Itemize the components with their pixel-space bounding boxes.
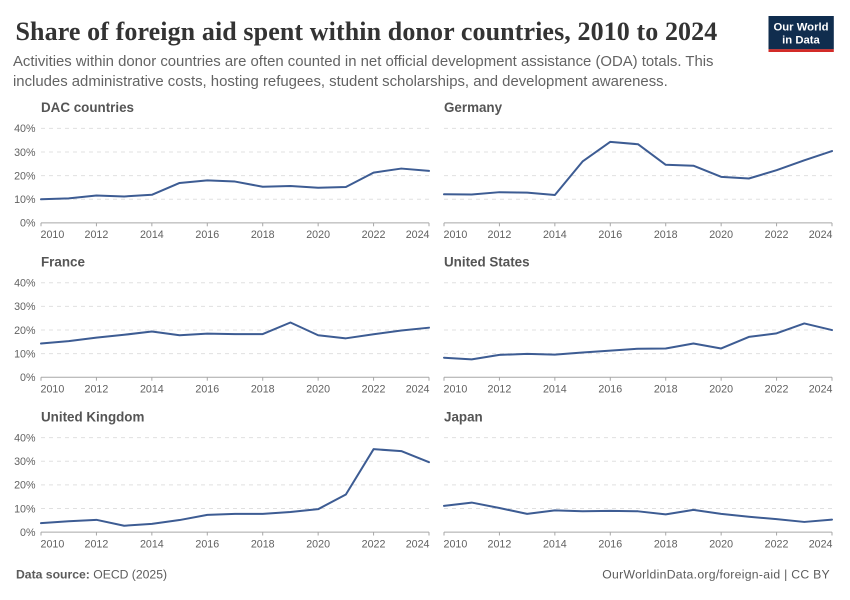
svg-text:30%: 30% — [14, 456, 36, 468]
svg-text:includes administrative costs,: includes administrative costs, hosting r… — [13, 74, 668, 90]
svg-text:2020: 2020 — [306, 229, 330, 241]
svg-text:Japan: Japan — [444, 409, 483, 424]
svg-text:OurWorldinData.org/foreign-aid: OurWorldinData.org/foreign-aid | CC BY — [602, 568, 830, 582]
svg-text:Share of foreign aid spent wit: Share of foreign aid spent within donor … — [16, 17, 718, 46]
svg-text:2020: 2020 — [306, 384, 330, 396]
svg-text:0%: 0% — [20, 218, 36, 230]
svg-text:2020: 2020 — [306, 538, 330, 550]
svg-text:30%: 30% — [14, 147, 36, 159]
svg-text:2014: 2014 — [543, 229, 567, 241]
svg-text:10%: 10% — [14, 348, 36, 360]
svg-text:2016: 2016 — [598, 538, 622, 550]
svg-text:in Data: in Data — [782, 34, 820, 46]
svg-text:2014: 2014 — [543, 384, 567, 396]
svg-text:2022: 2022 — [765, 384, 789, 396]
svg-text:2022: 2022 — [362, 229, 386, 241]
svg-text:2024: 2024 — [809, 538, 833, 550]
svg-text:0%: 0% — [20, 527, 36, 539]
svg-text:France: France — [41, 255, 85, 270]
svg-text:2014: 2014 — [140, 538, 164, 550]
svg-text:DAC countries: DAC countries — [41, 100, 134, 115]
svg-text:2012: 2012 — [85, 384, 109, 396]
svg-text:2012: 2012 — [488, 384, 512, 396]
svg-text:2022: 2022 — [362, 538, 386, 550]
svg-text:2010: 2010 — [41, 384, 65, 396]
svg-text:2022: 2022 — [765, 229, 789, 241]
svg-text:2022: 2022 — [765, 538, 789, 550]
svg-text:2024: 2024 — [809, 384, 833, 396]
svg-text:2020: 2020 — [709, 384, 733, 396]
svg-text:2018: 2018 — [251, 384, 275, 396]
svg-text:2018: 2018 — [654, 384, 678, 396]
svg-text:2016: 2016 — [195, 538, 219, 550]
svg-text:2024: 2024 — [406, 229, 430, 241]
svg-text:2020: 2020 — [709, 229, 733, 241]
svg-text:40%: 40% — [14, 123, 36, 135]
svg-text:2010: 2010 — [444, 229, 468, 241]
svg-text:2016: 2016 — [598, 229, 622, 241]
svg-text:2010: 2010 — [41, 538, 65, 550]
svg-text:2012: 2012 — [85, 538, 109, 550]
svg-text:2018: 2018 — [654, 538, 678, 550]
svg-text:2016: 2016 — [598, 384, 622, 396]
svg-text:10%: 10% — [14, 503, 36, 515]
svg-text:United States: United States — [444, 255, 530, 270]
svg-text:2012: 2012 — [488, 538, 512, 550]
svg-text:2018: 2018 — [251, 538, 275, 550]
svg-text:20%: 20% — [14, 480, 36, 492]
svg-text:2012: 2012 — [488, 229, 512, 241]
svg-text:2016: 2016 — [195, 229, 219, 241]
svg-text:Our World: Our World — [773, 21, 828, 33]
svg-text:2014: 2014 — [140, 384, 164, 396]
svg-text:United Kingdom: United Kingdom — [41, 409, 144, 424]
svg-text:2014: 2014 — [543, 538, 567, 550]
svg-text:2024: 2024 — [809, 229, 833, 241]
svg-text:0%: 0% — [20, 372, 36, 384]
svg-text:Data source: OECD (2025): Data source: OECD (2025) — [16, 568, 167, 582]
svg-text:40%: 40% — [14, 432, 36, 444]
svg-text:2024: 2024 — [406, 538, 430, 550]
svg-text:Activities within donor countr: Activities within donor countries are of… — [13, 54, 714, 70]
svg-text:2010: 2010 — [444, 538, 468, 550]
svg-text:2020: 2020 — [709, 538, 733, 550]
svg-text:40%: 40% — [14, 278, 36, 290]
svg-text:30%: 30% — [14, 301, 36, 313]
svg-text:2022: 2022 — [362, 384, 386, 396]
svg-text:20%: 20% — [14, 325, 36, 337]
svg-text:2014: 2014 — [140, 229, 164, 241]
svg-text:2010: 2010 — [41, 229, 65, 241]
svg-text:2018: 2018 — [654, 229, 678, 241]
svg-text:20%: 20% — [14, 170, 36, 182]
svg-text:2012: 2012 — [85, 229, 109, 241]
svg-text:10%: 10% — [14, 194, 36, 206]
svg-text:Germany: Germany — [444, 100, 503, 115]
svg-text:2018: 2018 — [251, 229, 275, 241]
svg-text:2016: 2016 — [195, 384, 219, 396]
svg-text:2010: 2010 — [444, 384, 468, 396]
svg-text:2024: 2024 — [406, 384, 430, 396]
